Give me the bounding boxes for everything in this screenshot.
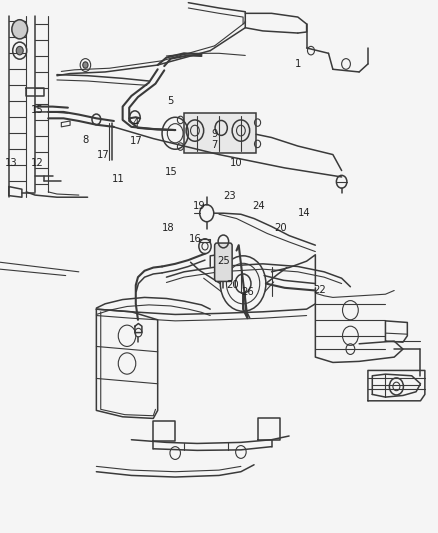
Text: 15: 15 [31,106,44,115]
FancyBboxPatch shape [184,114,256,154]
Circle shape [83,62,88,68]
Text: 17: 17 [129,136,142,146]
Text: 4: 4 [133,118,139,127]
Text: 9: 9 [212,130,218,139]
Text: 15: 15 [164,167,177,176]
Text: 20: 20 [274,223,286,233]
Text: 8: 8 [82,135,88,145]
Text: 25: 25 [217,256,230,266]
Text: 26: 26 [241,287,254,297]
Text: 11: 11 [112,174,125,183]
Text: 12: 12 [31,158,44,167]
Text: 1: 1 [295,59,301,69]
Circle shape [12,20,28,39]
Text: 18: 18 [162,223,175,233]
Text: 16: 16 [188,235,201,244]
Circle shape [16,46,23,55]
Text: 20: 20 [226,280,238,289]
Text: 17: 17 [96,150,110,159]
Text: 13: 13 [5,158,17,167]
Text: 19: 19 [193,201,206,211]
Text: 5: 5 [168,96,174,106]
Text: 22: 22 [313,286,326,295]
Text: 24: 24 [252,201,265,211]
Text: 10: 10 [230,158,243,167]
Text: 14: 14 [298,208,311,218]
Text: 23: 23 [224,191,236,200]
Text: 7: 7 [212,140,218,150]
FancyBboxPatch shape [215,243,232,281]
